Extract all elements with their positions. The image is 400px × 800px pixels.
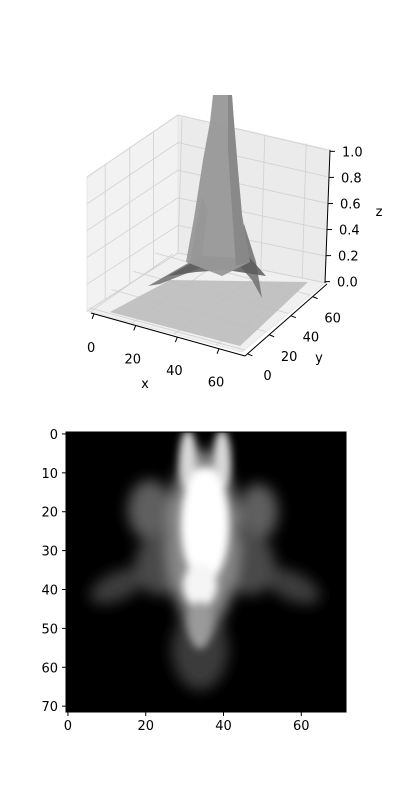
heatmap-y-tick-label: 20 xyxy=(41,506,58,521)
heatmap-y-tick-label: 0 xyxy=(50,428,58,443)
x-tick-label: 0 xyxy=(87,341,95,356)
pane-grid-line xyxy=(177,117,183,254)
glow-left-arm xyxy=(90,568,146,604)
heatmap-plot: 0 20 40 60 0 10 20 30 40 50 60 70 xyxy=(41,428,347,734)
heatmap-x-tick-label: 0 xyxy=(64,719,72,734)
x-axis-line xyxy=(90,312,246,357)
heatmap-y-tick-label: 50 xyxy=(41,622,58,637)
heatmap-y-tick-label: 70 xyxy=(41,700,58,715)
y-tick-label: 0 xyxy=(263,369,271,384)
z-tick-label: 0.2 xyxy=(338,250,359,265)
z-tick-label: 0.0 xyxy=(337,276,358,291)
x-tick-mark xyxy=(133,325,137,331)
z-tick-label: 0.6 xyxy=(340,197,361,212)
floor-grid-line xyxy=(89,307,245,351)
glow-upper-left-wing xyxy=(128,480,172,540)
glow-lower-stem xyxy=(172,610,228,690)
surface-peak-shade xyxy=(228,95,250,266)
heatmap-y-tick-label: 40 xyxy=(41,584,58,599)
z-tick-label: 1.0 xyxy=(342,145,363,160)
x-axis-label: x xyxy=(141,377,149,392)
x-tick-label: 40 xyxy=(166,364,183,379)
pane-grid-line xyxy=(86,197,328,258)
y-tick-mark xyxy=(312,296,318,300)
pane-grid-line xyxy=(86,169,328,231)
z-tick-label: 0.8 xyxy=(341,171,362,186)
glow-right-arm xyxy=(264,568,320,604)
z-axis-label: z xyxy=(376,205,383,220)
surface-floor-sheet xyxy=(110,280,308,346)
core-tail xyxy=(188,601,212,649)
pane-grid-line xyxy=(86,142,328,205)
heatmap-x-tick-label: 60 xyxy=(293,719,310,734)
y-tick-label: 20 xyxy=(281,350,298,365)
y-axis-label: y xyxy=(315,351,323,366)
heatmap-core xyxy=(179,432,231,649)
glow-upper-right-wing xyxy=(238,484,278,540)
heatmap-frame xyxy=(65,431,347,713)
pane-grid-line xyxy=(301,143,307,279)
pane-grid-line xyxy=(260,134,266,270)
y-tick-label: 60 xyxy=(324,312,341,327)
heatmap-y-tick-label: 60 xyxy=(41,661,58,676)
axis-ticks-3d: 0 20 40 60 0 20 40 60 0.0 0.2 0.4 0.6 0.8 1.0 xyxy=(87,145,363,390)
core-lower-body xyxy=(183,563,217,607)
pane-grid-line xyxy=(86,224,328,285)
x-tick-mark xyxy=(216,348,220,354)
x-tick-mark xyxy=(174,336,178,343)
heatmap-ticks: 0 20 40 60 0 10 20 30 40 50 60 70 xyxy=(41,428,309,734)
pane-grid-line xyxy=(86,114,328,178)
heatmap-x-tick-label: 20 xyxy=(137,719,154,734)
y-tick-label: 40 xyxy=(303,331,320,346)
surface-3d-plot: 0 20 40 60 0 20 40 60 0.0 0.2 0.4 0.6 0.8 1.0 x y z xyxy=(85,95,383,392)
y-axis-line xyxy=(244,283,328,357)
y-tick-mark xyxy=(268,334,275,338)
heatmap-y-tick-label: 30 xyxy=(41,545,58,560)
z-axis-line xyxy=(324,149,331,284)
core-body xyxy=(181,467,229,583)
y-tick-mark xyxy=(290,315,297,319)
y-tick-mark xyxy=(247,353,253,357)
x-tick-label: 60 xyxy=(208,376,225,391)
x-tick-label: 20 xyxy=(124,352,141,367)
surface xyxy=(110,95,308,346)
pane-grid-line xyxy=(86,252,328,312)
x-tick-mark xyxy=(91,313,95,320)
heatmap-y-tick-label: 10 xyxy=(41,467,58,482)
heatmap-image xyxy=(90,432,320,690)
z-tick-label: 0.4 xyxy=(339,224,360,239)
heatmap-x-tick-label: 40 xyxy=(215,719,232,734)
